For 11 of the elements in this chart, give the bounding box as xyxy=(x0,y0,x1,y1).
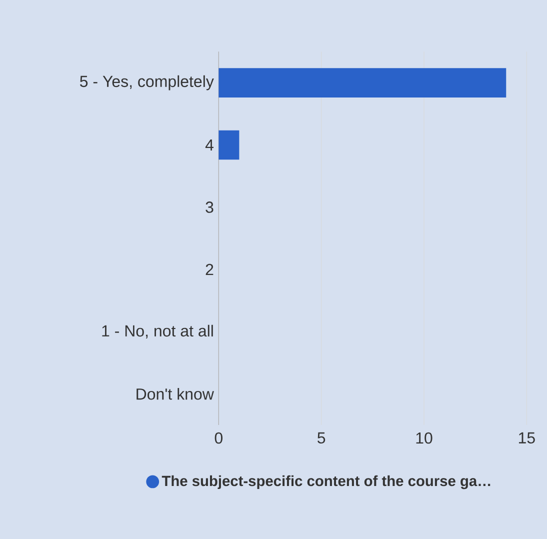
y-tick-label: 5 - Yes, completely xyxy=(80,75,214,90)
x-tick-label: 0 xyxy=(214,432,222,444)
x-tick-label: 10 xyxy=(416,432,432,444)
y-tick-label: 1 - No, not at all xyxy=(102,324,213,338)
x-tick-label: 5 xyxy=(318,432,326,444)
y-tick-label: 2 xyxy=(206,264,214,276)
y-tick-label: Don't know xyxy=(136,388,214,400)
legend-label: The subject-specific content of the course ga… xyxy=(162,475,490,490)
x-tick-label: 15 xyxy=(518,432,535,444)
y-tick-label: 3 xyxy=(206,202,214,213)
y-tick-label: 4 xyxy=(205,140,214,151)
